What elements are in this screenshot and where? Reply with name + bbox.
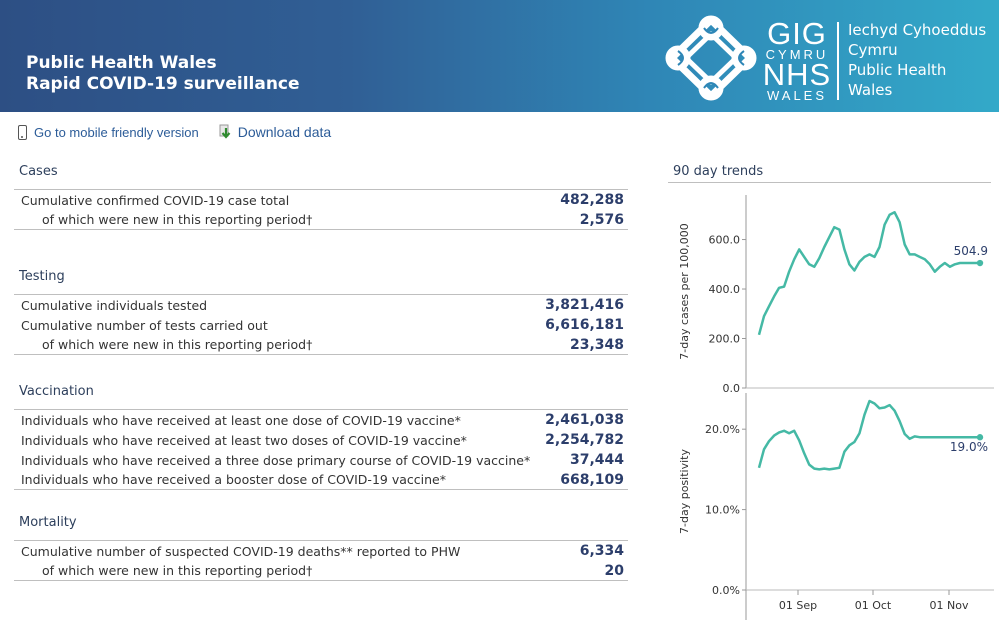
testing-table: Cumulative individuals tested 3,821,416 … (14, 294, 628, 355)
table-row: Individuals who have received a three do… (14, 450, 628, 470)
download-data-label: Download data (237, 124, 332, 140)
header-banner: Public Health Wales Rapid COVID-19 surve… (0, 0, 999, 112)
row-label: Individuals who have received a three do… (21, 452, 531, 468)
row-value: 2,254,782 (545, 432, 624, 448)
logo-wales-text: WALES (766, 88, 828, 103)
y-tick-label: 0.0 (723, 382, 741, 395)
row-value: 482,288 (560, 192, 624, 208)
section-title-cases: Cases (19, 164, 58, 179)
y-tick-label: 200.0 (709, 333, 741, 346)
title-line-1: Public Health Wales (26, 53, 217, 73)
y-tick-label: 400.0 (709, 283, 741, 296)
section-title-vaccination: Vaccination (19, 384, 94, 399)
table-row: of which were new in this reporting peri… (14, 210, 628, 230)
section-title-testing: Testing (19, 269, 65, 284)
series-end-label: 504.9 (954, 244, 988, 258)
table-row: Individuals who have received a booster … (14, 470, 628, 490)
series-line (757, 399, 980, 471)
org-name-english-2: Wales (848, 81, 893, 99)
cases-table: Cumulative confirmed COVID-19 case total… (14, 189, 628, 230)
y-tick-label: 10.0% (705, 504, 740, 517)
vaccination-table: Individuals who have received at least o… (14, 409, 628, 490)
row-value: 6,616,181 (545, 317, 624, 333)
y-tick-label: 20.0% (705, 423, 740, 436)
series-end-label: 19.0% (950, 440, 988, 454)
table-row: Cumulative confirmed COVID-19 case total… (14, 190, 628, 210)
table-row: of which were new in this reporting peri… (14, 335, 628, 355)
table-row: Cumulative individuals tested 3,821,416 (14, 295, 628, 315)
welsh-knot-logo-icon (665, 15, 757, 101)
logo-nhs-text: NHS (762, 57, 832, 92)
trends-title: 90 day trends (673, 164, 764, 179)
table-row: Cumulative number of tests carried out 6… (14, 315, 628, 335)
row-value: 37,444 (569, 452, 624, 468)
y-axis-label: 7-day positivity (678, 449, 691, 534)
row-label: Cumulative individuals tested (21, 297, 208, 313)
trends-divider (668, 182, 991, 183)
section-title-mortality: Mortality (19, 515, 77, 530)
phone-icon (18, 124, 27, 140)
logo-gig-text: GIG (767, 16, 827, 51)
download-icon (219, 124, 231, 139)
row-value: 3,821,416 (545, 297, 624, 313)
y-tick-label: 600.0 (709, 234, 741, 247)
table-row: Individuals who have received at least t… (14, 430, 628, 450)
title-line-2: Rapid COVID-19 surveillance (26, 74, 300, 94)
nhs-logo: GIG CYMRU NHS WALES (762, 16, 832, 103)
row-label: of which were new in this reporting peri… (42, 212, 313, 227)
y-tick-label: 0.0% (712, 584, 740, 597)
series-line (757, 211, 980, 336)
row-label: of which were new in this reporting peri… (42, 563, 313, 578)
mortality-table: Cumulative number of suspected COVID-19 … (14, 540, 628, 581)
x-tick-label: 01 Oct (855, 599, 892, 612)
table-row: Cumulative number of suspected COVID-19 … (14, 541, 628, 561)
logo-cymru-text: CYMRU (765, 47, 829, 62)
logo-divider (837, 22, 839, 100)
org-name-welsh-2: Cymru (848, 41, 898, 59)
row-value: 668,109 (560, 471, 624, 488)
row-label: Individuals who have received at least t… (21, 432, 467, 448)
row-label: Cumulative number of suspected COVID-19 … (21, 543, 461, 559)
page-title: Public Health Wales Rapid COVID-19 surve… (26, 53, 300, 95)
row-value: 2,576 (579, 211, 624, 228)
row-value: 2,461,038 (545, 412, 624, 428)
row-value: 23,348 (569, 336, 624, 353)
x-tick-label: 01 Sep (779, 599, 817, 612)
mobile-version-label: Go to mobile friendly version (34, 124, 199, 140)
row-label: Cumulative confirmed COVID-19 case total (21, 192, 290, 208)
org-name-english-1: Public Health (848, 61, 947, 79)
row-label: of which were new in this reporting peri… (42, 337, 313, 352)
row-label: Individuals who have received at least o… (21, 412, 461, 428)
row-value: 6,334 (579, 543, 624, 559)
series-end-point (976, 259, 984, 267)
table-row: Individuals who have received at least o… (14, 410, 628, 430)
table-row: of which were new in this reporting peri… (14, 561, 628, 581)
row-value: 20 (604, 562, 624, 579)
series-end-point (976, 434, 984, 441)
top-links: Go to mobile friendly version Download d… (18, 121, 331, 143)
y-axis-label: 7-day cases per 100,000 (678, 223, 691, 359)
org-names: Iechyd Cyhoeddus Cymru Public Health Wal… (848, 20, 986, 100)
trends-chart: 0.0 200.0 400.0 600.0 7-day cases per 100,00… (678, 195, 994, 620)
row-label: Cumulative number of tests carried out (21, 317, 268, 333)
org-name-welsh-1: Iechyd Cyhoeddus (848, 21, 987, 39)
x-tick-label: 01 Nov (930, 599, 969, 612)
download-data-link[interactable]: Download data (219, 124, 331, 140)
row-label: Individuals who have received a booster … (21, 472, 446, 487)
mobile-version-link[interactable]: Go to mobile friendly version (18, 124, 199, 140)
